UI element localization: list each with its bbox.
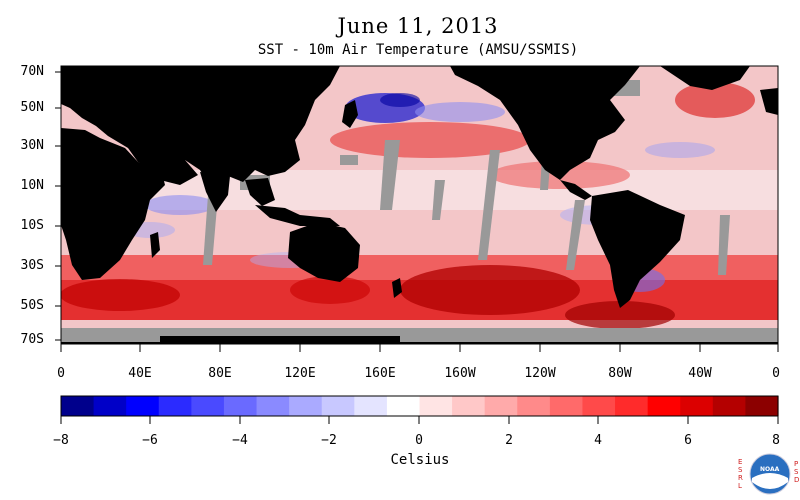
- colorbar-tick-label: 0: [415, 433, 423, 448]
- sst-field: [61, 66, 778, 344]
- colorbar-swatch: [191, 396, 225, 416]
- colorbar-swatch: [256, 396, 290, 416]
- colorbar-swatch: [680, 396, 714, 416]
- lon-label: 160W: [444, 366, 476, 381]
- map-frame: [60, 65, 779, 345]
- logo-center-text: NOAA: [760, 466, 780, 473]
- colorbar-swatch: [745, 396, 779, 416]
- colorbar-swatch: [419, 396, 453, 416]
- colorbar-swatch: [321, 396, 355, 416]
- colorbar-swatch: [484, 396, 518, 416]
- colorbar-tick-label: 4: [594, 433, 602, 448]
- lat-label: 10N: [20, 178, 44, 193]
- lat-label: 70S: [20, 332, 44, 347]
- colorbar-ticks: [60, 416, 779, 424]
- colorbar-swatch: [647, 396, 681, 416]
- map-title: June 11, 2013: [337, 14, 499, 38]
- lon-label: 0: [772, 366, 780, 381]
- lon-label: 0: [57, 366, 65, 381]
- colorbar-swatch: [517, 396, 551, 416]
- colorbar-swatch: [452, 396, 486, 416]
- colorbar-swatch: [354, 396, 388, 416]
- map-ticks: [55, 71, 779, 352]
- lon-label: 40E: [128, 366, 152, 381]
- colorbar-tick-label: −4: [232, 433, 248, 448]
- lat-label: 50N: [20, 100, 44, 115]
- lat-label: 70N: [20, 64, 44, 79]
- colorbar-swatch: [158, 396, 192, 416]
- lat-label: 30S: [20, 258, 44, 273]
- colorbar-swatch: [615, 396, 649, 416]
- lat-label: 10S: [20, 218, 44, 233]
- colorbar-swatch: [582, 396, 616, 416]
- colorbar-tick-label: −8: [53, 433, 69, 448]
- colorbar-swatch: [386, 396, 421, 416]
- colorbar-swatch: [61, 396, 95, 416]
- noaa-logo: [749, 453, 791, 495]
- lon-label: 120W: [524, 366, 556, 381]
- colorbar-swatch: [93, 396, 127, 416]
- colorbar-swatch: [126, 396, 160, 416]
- colorbar-tick-label: 8: [772, 433, 780, 448]
- lat-label: 30N: [20, 138, 44, 153]
- lon-label: 120E: [284, 366, 316, 381]
- colorbar-swatch: [289, 396, 323, 416]
- colorbar-swatch: [223, 396, 258, 416]
- colorbar-tick-label: 6: [684, 433, 692, 448]
- map-subtitle: SST - 10m Air Temperature (AMSU/SSMIS): [257, 42, 579, 58]
- lon-label: 40W: [688, 366, 712, 381]
- colorbar-swatch: [549, 396, 584, 416]
- colorbar-tick-label: 2: [505, 433, 513, 448]
- colorbar-units: Celsius: [390, 452, 450, 468]
- colorbar: [61, 396, 779, 416]
- lat-label: 50S: [20, 298, 44, 313]
- lon-label: 80W: [608, 366, 632, 381]
- colorbar-swatch: [712, 396, 747, 416]
- lon-label: 80E: [208, 366, 232, 381]
- logo-left-letters: ESRL: [738, 458, 743, 490]
- lon-label: 160E: [364, 366, 396, 381]
- colorbar-tick-label: −2: [321, 433, 337, 448]
- colorbar-tick-label: −6: [142, 433, 158, 448]
- logo-right-letters: PSD: [794, 460, 800, 484]
